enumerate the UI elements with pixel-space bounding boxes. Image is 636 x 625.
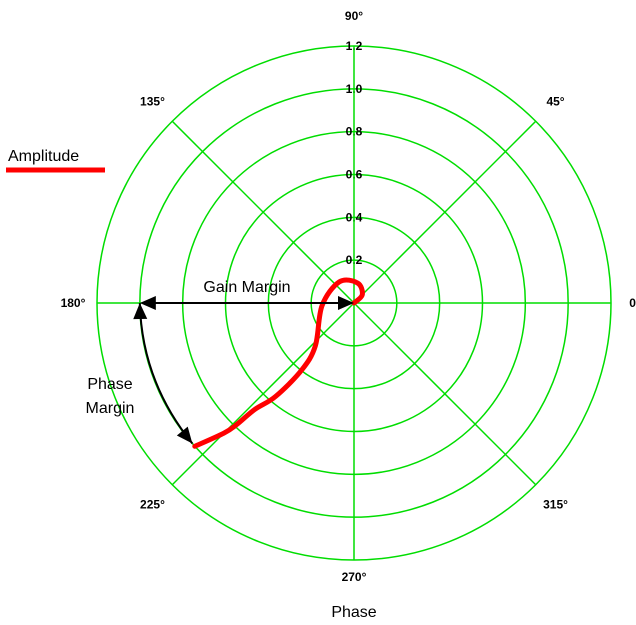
angle-tick-label: 315°	[543, 498, 568, 512]
gain-margin-annotation: Gain Margin	[139, 279, 354, 310]
angle-tick-label: 135°	[140, 94, 165, 108]
phase-margin-label-line2: Margin	[86, 400, 135, 417]
phase-margin-label-line1: Phase	[87, 376, 132, 393]
series-layer	[192, 277, 365, 449]
phase-margin-arrow	[138, 302, 194, 445]
phase-margin-annotation: Phase Margin	[86, 302, 194, 445]
angle-tick-label: 180°	[61, 296, 86, 310]
gain-margin-arrowhead-right	[338, 296, 354, 310]
polar-grid: 0.20.40.60.81.01.20°45°90°135°180°225°27…	[61, 9, 636, 584]
x-axis-label: Phase	[331, 604, 376, 621]
angle-tick-label: 45°	[546, 94, 564, 108]
annotation-layer: Gain Margin Phase Margin	[86, 279, 354, 445]
series-line-amplitude	[192, 277, 365, 449]
gain-margin-label: Gain Margin	[203, 279, 290, 296]
grid-spoke	[353, 120, 537, 304]
grid-spoke	[353, 302, 537, 486]
legend: Amplitude	[6, 148, 105, 173]
angle-tick-label: 225°	[140, 498, 165, 512]
grid-spoke	[171, 302, 355, 486]
angle-tick-label: 270°	[342, 570, 367, 584]
phase-margin-arrowhead-bottom	[176, 426, 193, 444]
angle-tick-label: 0°	[629, 296, 636, 310]
angle-tick-label: 90°	[345, 9, 363, 23]
gain-margin-arrowhead-left	[139, 296, 156, 310]
legend-label-amplitude: Amplitude	[8, 148, 79, 165]
phase-margin-arrowhead-top	[133, 303, 148, 320]
grid-spoke	[171, 120, 355, 304]
